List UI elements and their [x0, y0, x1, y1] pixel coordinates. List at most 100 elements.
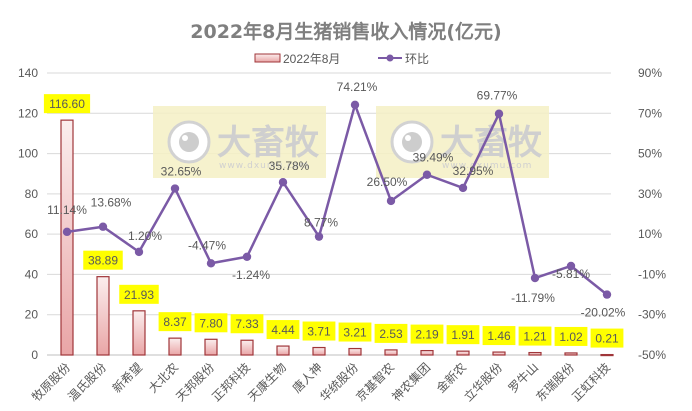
- bar: [492, 351, 506, 356]
- bar: [420, 349, 434, 356]
- line-value-label: -4.47%: [188, 238, 226, 252]
- category-label: 温氏股份: [65, 360, 109, 404]
- bar-value-label: 21.93: [119, 284, 159, 304]
- bar-value-label: 1.02: [554, 326, 588, 346]
- svg-text:7.33: 7.33: [235, 317, 259, 331]
- svg-text:1.46: 1.46: [487, 329, 511, 343]
- line-marker: [458, 183, 468, 193]
- watermark-url: www.dxumu.com: [442, 161, 532, 171]
- bar: [528, 351, 542, 356]
- line-marker: [134, 247, 144, 257]
- legend-line-label: 环比: [405, 52, 429, 66]
- bar: [600, 353, 614, 357]
- bar-series: 116.60 38.89 21.93 8.37 7.80 7.33 4.44 3.71 3.21…: [43, 94, 624, 357]
- category-label: 东瑞股份: [533, 360, 577, 404]
- svg-text:8.37: 8.37: [163, 315, 187, 329]
- bar-value-label: 1.91: [446, 325, 480, 345]
- svg-text:1.91: 1.91: [451, 328, 475, 342]
- left-axis-ticks: 0 20 40 60 80 100 120 140: [18, 66, 38, 362]
- right-tick-label: 90%: [638, 66, 662, 80]
- line-series: 11.14% 13.68% 1.20% 32.65% -4.47% -1.24% 35.78…: [47, 80, 626, 320]
- bar-value-label: 4.44: [266, 320, 300, 340]
- legend-line-marker: [386, 54, 394, 62]
- right-tick-label: 10%: [638, 227, 662, 241]
- line-value-label: -11.79%: [511, 291, 555, 305]
- bar-value-label: 3.71: [302, 321, 336, 341]
- svg-text:2.19: 2.19: [415, 328, 439, 342]
- left-tick-label: 40: [25, 267, 39, 281]
- watermark-text: 大畜牧: [217, 123, 320, 163]
- chart-title: 2022年8月生猪销售收入情况(亿元): [190, 20, 501, 43]
- right-tick-label: -30%: [638, 308, 666, 322]
- right-tick-label: 50%: [638, 147, 662, 161]
- line-marker: [566, 261, 576, 271]
- line-marker: [350, 100, 360, 110]
- bar: [384, 349, 398, 356]
- svg-text:116.60: 116.60: [49, 97, 85, 111]
- left-tick-label: 120: [18, 106, 38, 120]
- svg-text:38.89: 38.89: [88, 254, 118, 268]
- legend-bar-label: 2022年8月: [283, 52, 340, 66]
- category-label: 唐人神: [289, 360, 325, 396]
- bar-value-label: 38.89: [83, 250, 123, 270]
- line-value-label: -1.24%: [232, 268, 270, 282]
- line-value-label: 69.77%: [477, 89, 518, 103]
- line-marker: [314, 232, 324, 241]
- svg-text:1.02: 1.02: [559, 330, 583, 344]
- left-tick-label: 0: [31, 348, 38, 362]
- bar: [276, 345, 290, 356]
- bar-value-label: 2.53: [374, 323, 408, 343]
- bar-value-label: 0.21: [590, 328, 624, 348]
- right-tick-label: -10%: [638, 267, 666, 281]
- svg-text:3.71: 3.71: [307, 325, 331, 339]
- line-value-label: 11.14%: [47, 203, 87, 217]
- category-label: 正虹科技: [569, 360, 613, 404]
- bar: [456, 350, 470, 356]
- left-tick-label: 20: [25, 308, 39, 322]
- category-label: 新希望: [109, 360, 145, 396]
- svg-text:21.93: 21.93: [124, 288, 154, 302]
- bar-value-label: 2.19: [410, 324, 444, 344]
- bar: [240, 339, 254, 356]
- line-marker: [530, 273, 540, 283]
- bar-value-label: 7.80: [194, 313, 228, 333]
- category-label: 金新农: [433, 360, 469, 396]
- bar-value-label: 1.46: [482, 326, 516, 346]
- right-axis-ticks: -50% -30% -10% 10% 30% 50% 70% 90%: [638, 66, 666, 362]
- category-label: 正邦科技: [209, 360, 253, 404]
- svg-text:3.21: 3.21: [343, 326, 367, 340]
- bar: [96, 276, 110, 356]
- line-value-label: -5.81%: [552, 267, 590, 281]
- line-value-label: 8.77%: [304, 216, 338, 230]
- line-value-label: 35.78%: [269, 159, 310, 173]
- category-label: 天邦股份: [173, 360, 217, 404]
- left-tick-label: 140: [18, 66, 38, 80]
- line-marker: [98, 222, 108, 231]
- bar: [168, 337, 182, 356]
- svg-text:1.21: 1.21: [523, 330, 547, 344]
- bar-value-label: 7.33: [230, 314, 264, 334]
- svg-text:4.44: 4.44: [271, 323, 295, 337]
- line-value-label: 74.21%: [337, 80, 378, 94]
- line-value-label: -20.02%: [581, 306, 626, 320]
- line-marker: [206, 259, 216, 268]
- watermark-url: www.dxumu.com: [219, 161, 309, 171]
- legend-bar-swatch: [254, 53, 281, 63]
- bar: [312, 346, 326, 356]
- category-label: 牧原股份: [29, 360, 73, 404]
- right-tick-label: 30%: [638, 187, 662, 201]
- line-value-label: 1.20%: [128, 229, 162, 243]
- bar-value-label: 3.21: [338, 322, 372, 342]
- category-label: 京基智农: [353, 360, 398, 405]
- line-value-label: 26.50%: [367, 175, 408, 189]
- svg-text:2.53: 2.53: [379, 327, 403, 341]
- line-value-label: 32.95%: [453, 164, 494, 178]
- legend: 2022年8月 环比: [254, 52, 429, 66]
- svg-text:7.80: 7.80: [199, 316, 223, 330]
- bar: [204, 338, 218, 356]
